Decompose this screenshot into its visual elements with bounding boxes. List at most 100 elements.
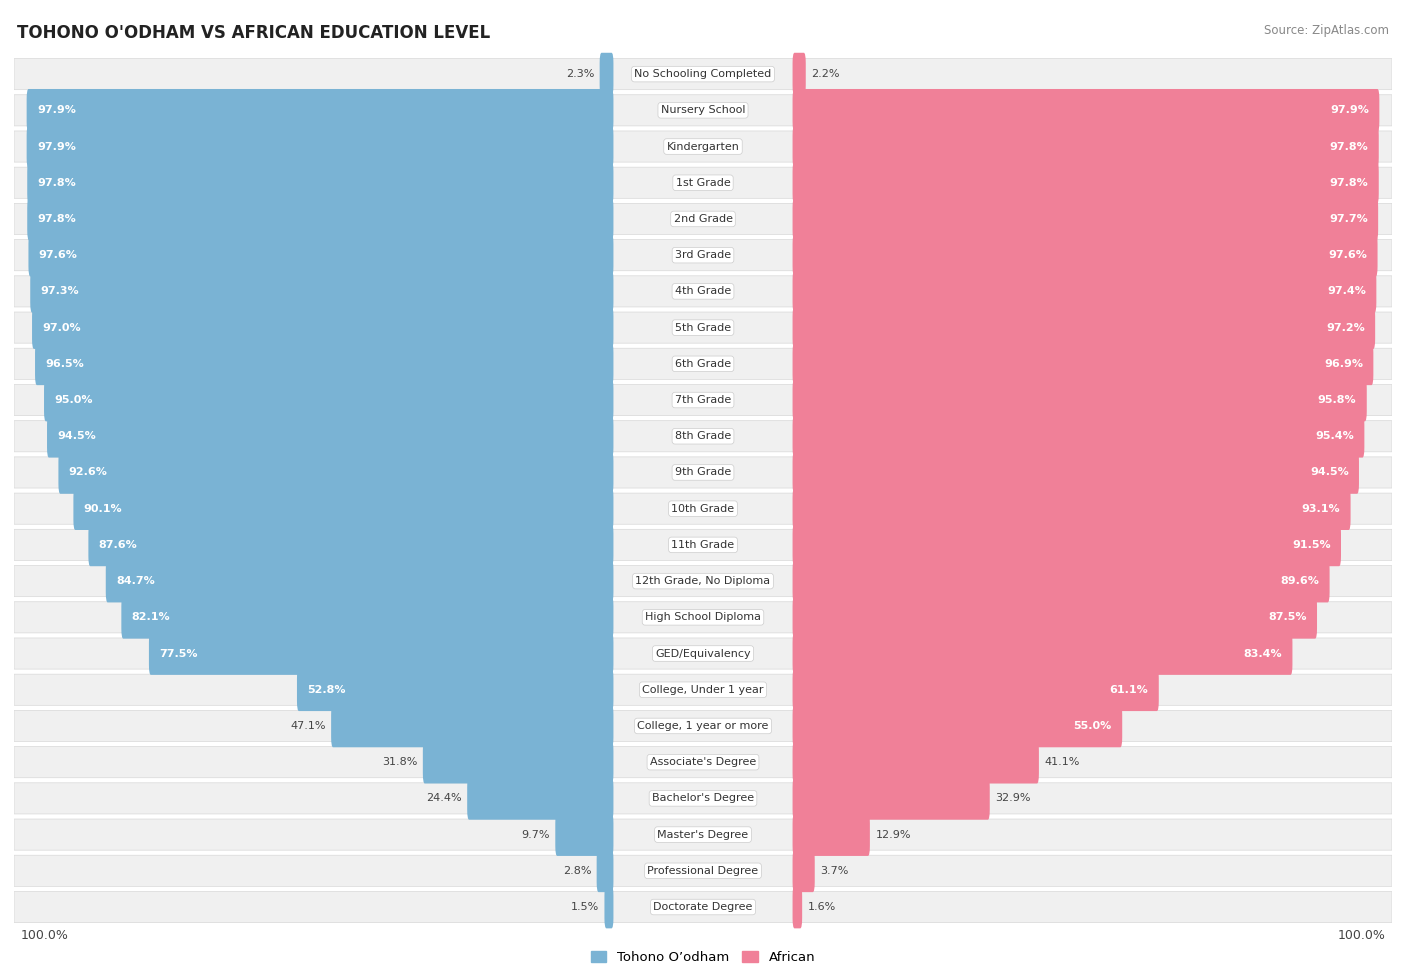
Text: Nursery School: Nursery School [661, 105, 745, 115]
Text: 87.6%: 87.6% [98, 540, 138, 550]
FancyBboxPatch shape [44, 378, 613, 421]
Text: Source: ZipAtlas.com: Source: ZipAtlas.com [1264, 24, 1389, 37]
FancyBboxPatch shape [14, 348, 1392, 379]
Text: 1.5%: 1.5% [571, 902, 599, 912]
Legend: Tohono O’odham, African: Tohono O’odham, African [585, 946, 821, 969]
Text: 55.0%: 55.0% [1074, 721, 1112, 731]
Text: 93.1%: 93.1% [1302, 504, 1340, 514]
FancyBboxPatch shape [31, 270, 613, 313]
FancyBboxPatch shape [59, 451, 613, 493]
Text: 83.4%: 83.4% [1243, 648, 1282, 658]
Text: 97.9%: 97.9% [37, 141, 76, 151]
FancyBboxPatch shape [793, 849, 814, 892]
FancyBboxPatch shape [27, 89, 613, 132]
FancyBboxPatch shape [14, 204, 1392, 235]
FancyBboxPatch shape [14, 566, 1392, 597]
FancyBboxPatch shape [35, 342, 613, 385]
Text: 2.2%: 2.2% [811, 69, 839, 79]
Text: 77.5%: 77.5% [159, 648, 198, 658]
Text: 82.1%: 82.1% [132, 612, 170, 622]
FancyBboxPatch shape [793, 234, 1378, 277]
FancyBboxPatch shape [14, 783, 1392, 814]
FancyBboxPatch shape [793, 451, 1360, 493]
Text: 97.2%: 97.2% [1326, 323, 1365, 332]
FancyBboxPatch shape [793, 813, 870, 856]
Text: 3rd Grade: 3rd Grade [675, 251, 731, 260]
FancyBboxPatch shape [27, 198, 613, 240]
FancyBboxPatch shape [14, 891, 1392, 922]
FancyBboxPatch shape [793, 560, 1330, 603]
FancyBboxPatch shape [89, 524, 613, 566]
Text: Bachelor's Degree: Bachelor's Degree [652, 794, 754, 803]
Text: 100.0%: 100.0% [21, 929, 69, 942]
FancyBboxPatch shape [14, 276, 1392, 307]
Text: 97.0%: 97.0% [42, 323, 82, 332]
Text: 9th Grade: 9th Grade [675, 467, 731, 478]
Text: College, 1 year or more: College, 1 year or more [637, 721, 769, 731]
FancyBboxPatch shape [793, 777, 990, 820]
Text: 100.0%: 100.0% [1337, 929, 1385, 942]
Text: 2.3%: 2.3% [565, 69, 595, 79]
Text: 97.4%: 97.4% [1327, 287, 1367, 296]
Text: 2nd Grade: 2nd Grade [673, 214, 733, 224]
Text: 6th Grade: 6th Grade [675, 359, 731, 369]
FancyBboxPatch shape [14, 855, 1392, 886]
FancyBboxPatch shape [793, 270, 1376, 313]
FancyBboxPatch shape [793, 89, 1379, 132]
Text: 61.1%: 61.1% [1109, 684, 1149, 695]
Text: 97.9%: 97.9% [1330, 105, 1369, 115]
FancyBboxPatch shape [793, 162, 1379, 204]
Text: 12.9%: 12.9% [876, 830, 911, 839]
Text: Professional Degree: Professional Degree [647, 866, 759, 876]
FancyBboxPatch shape [423, 741, 613, 784]
FancyBboxPatch shape [793, 596, 1317, 639]
FancyBboxPatch shape [332, 705, 613, 747]
Text: 1.6%: 1.6% [807, 902, 837, 912]
Text: 96.9%: 96.9% [1324, 359, 1362, 369]
Text: 47.1%: 47.1% [290, 721, 326, 731]
Text: 97.9%: 97.9% [37, 105, 76, 115]
Text: 97.8%: 97.8% [38, 177, 76, 188]
FancyBboxPatch shape [27, 162, 613, 204]
Text: 41.1%: 41.1% [1045, 758, 1080, 767]
FancyBboxPatch shape [14, 529, 1392, 561]
FancyBboxPatch shape [605, 885, 613, 928]
Text: 89.6%: 89.6% [1281, 576, 1319, 586]
FancyBboxPatch shape [555, 813, 613, 856]
FancyBboxPatch shape [793, 524, 1341, 566]
FancyBboxPatch shape [793, 488, 1351, 530]
Text: 95.4%: 95.4% [1315, 431, 1354, 442]
Text: Kindergarten: Kindergarten [666, 141, 740, 151]
FancyBboxPatch shape [14, 240, 1392, 271]
Text: 9.7%: 9.7% [522, 830, 550, 839]
Text: 3.7%: 3.7% [820, 866, 849, 876]
FancyBboxPatch shape [467, 777, 613, 820]
FancyBboxPatch shape [14, 819, 1392, 850]
Text: High School Diploma: High School Diploma [645, 612, 761, 622]
FancyBboxPatch shape [793, 632, 1292, 675]
Text: 97.8%: 97.8% [1330, 177, 1368, 188]
FancyBboxPatch shape [14, 493, 1392, 525]
Text: 92.6%: 92.6% [69, 467, 108, 478]
FancyBboxPatch shape [14, 167, 1392, 198]
FancyBboxPatch shape [596, 849, 613, 892]
FancyBboxPatch shape [793, 885, 803, 928]
FancyBboxPatch shape [149, 632, 613, 675]
Text: 97.6%: 97.6% [1329, 251, 1367, 260]
Text: 97.6%: 97.6% [39, 251, 77, 260]
Text: 7th Grade: 7th Grade [675, 395, 731, 405]
Text: TOHONO O'ODHAM VS AFRICAN EDUCATION LEVEL: TOHONO O'ODHAM VS AFRICAN EDUCATION LEVE… [17, 24, 491, 42]
Text: Associate's Degree: Associate's Degree [650, 758, 756, 767]
FancyBboxPatch shape [793, 669, 1159, 711]
Text: 96.5%: 96.5% [45, 359, 84, 369]
Text: 8th Grade: 8th Grade [675, 431, 731, 442]
FancyBboxPatch shape [793, 415, 1364, 457]
Text: 10th Grade: 10th Grade [672, 504, 734, 514]
Text: 87.5%: 87.5% [1268, 612, 1306, 622]
Text: 95.0%: 95.0% [55, 395, 93, 405]
FancyBboxPatch shape [14, 312, 1392, 343]
FancyBboxPatch shape [14, 384, 1392, 415]
FancyBboxPatch shape [793, 306, 1375, 349]
FancyBboxPatch shape [14, 674, 1392, 705]
FancyBboxPatch shape [121, 596, 613, 639]
